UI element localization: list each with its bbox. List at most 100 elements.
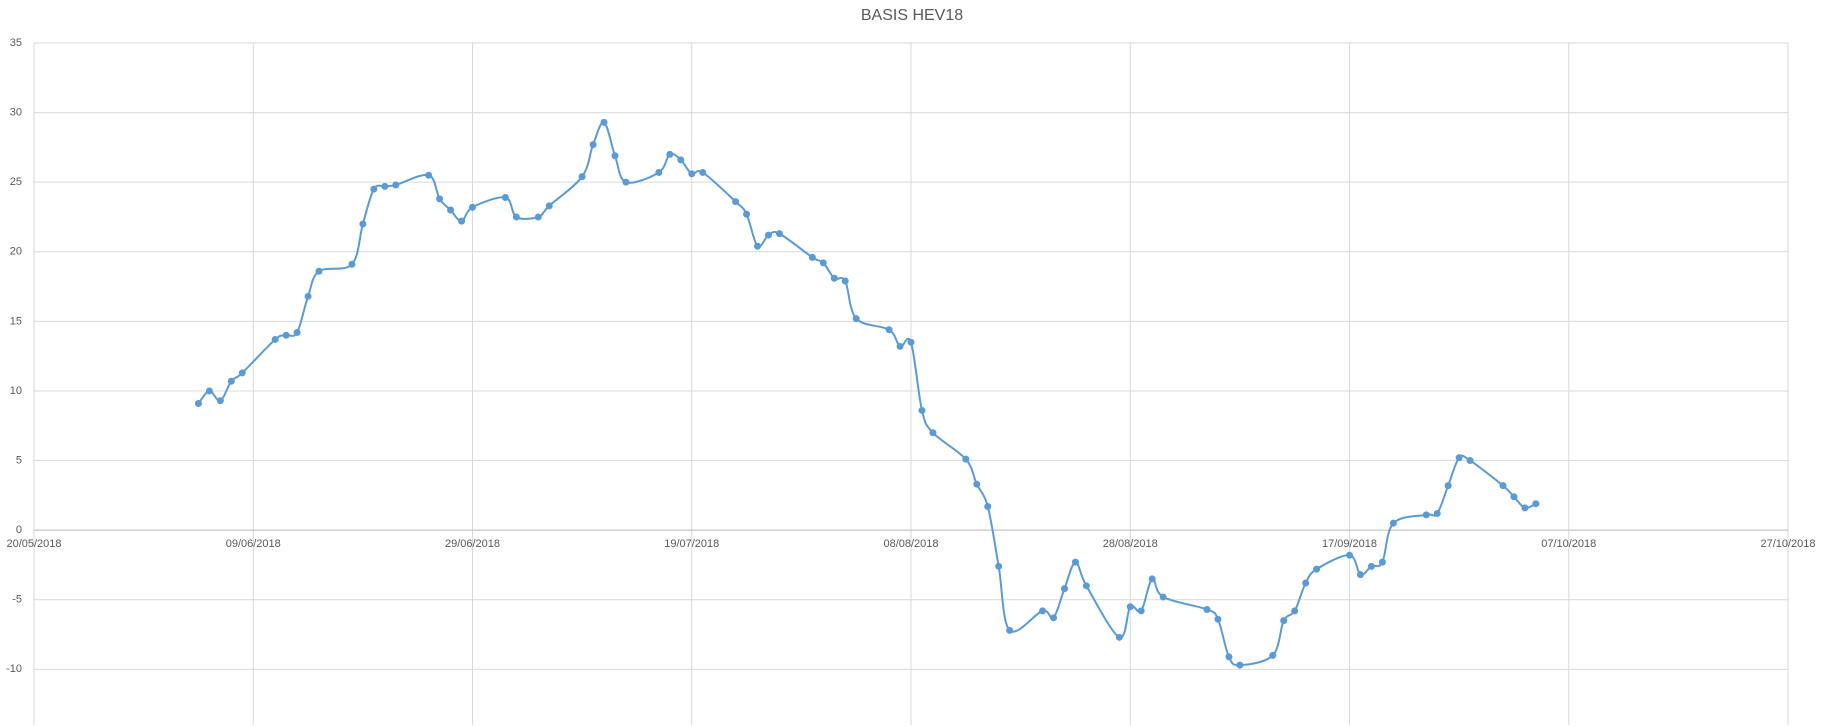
data-point: [611, 152, 619, 160]
data-point: [929, 429, 937, 437]
data-point: [370, 185, 378, 193]
data-point: [205, 387, 213, 395]
data-point: [578, 173, 586, 181]
data-point: [1455, 454, 1463, 462]
data-point: [469, 203, 476, 211]
data-point: [918, 406, 926, 414]
data-point: [512, 213, 520, 221]
data-point: [1060, 585, 1068, 593]
data-point: [1313, 565, 1321, 573]
data-point: [852, 315, 860, 323]
x-tick-label: 17/09/2018: [1322, 538, 1377, 550]
data-point: [775, 230, 783, 238]
data-point: [808, 253, 816, 261]
data-point: [1433, 509, 1441, 517]
data-point: [1291, 607, 1299, 615]
y-tick-label: 35: [10, 37, 22, 49]
y-tick-label: 30: [10, 106, 22, 118]
data-point: [1126, 603, 1134, 611]
data-point: [1422, 511, 1430, 519]
data-point: [1510, 493, 1518, 501]
data-point: [1115, 633, 1123, 641]
data-point: [501, 193, 509, 201]
data-point: [1280, 617, 1288, 625]
x-tick-label: 20/05/2018: [6, 538, 61, 550]
data-point: [1499, 482, 1507, 490]
data-point: [1148, 575, 1156, 583]
data-point: [962, 455, 970, 463]
y-tick-label: 5: [16, 454, 22, 466]
data-point: [282, 331, 290, 339]
data-point: [315, 267, 323, 275]
data-point: [304, 292, 312, 300]
y-tick-label: -10: [6, 663, 22, 675]
data-point: [1039, 607, 1047, 615]
data-point: [359, 220, 367, 228]
data-point: [1444, 482, 1452, 490]
data-point: [534, 213, 542, 221]
data-point: [841, 277, 849, 285]
data-point: [348, 260, 356, 268]
data-point: [589, 141, 597, 149]
data-point: [830, 274, 838, 282]
data-point: [1225, 653, 1233, 661]
data-point: [1159, 593, 1167, 601]
data-point: [271, 335, 279, 343]
data-point: [194, 399, 202, 407]
data-point: [1203, 605, 1211, 613]
data-point: [995, 562, 1003, 570]
data-point: [1346, 551, 1353, 559]
data-point: [1302, 579, 1310, 587]
data-point: [896, 342, 904, 350]
x-tick-label: 07/10/2018: [1541, 538, 1596, 550]
data-point: [732, 198, 740, 206]
data-point: [227, 377, 235, 385]
data-point: [699, 168, 707, 176]
data-point: [238, 369, 246, 377]
data-point: [1532, 500, 1540, 508]
data-point: [764, 231, 772, 239]
x-tick-label: 28/08/2018: [1103, 538, 1158, 550]
data-point: [1269, 651, 1277, 659]
data-point: [1214, 615, 1222, 623]
data-point: [885, 326, 893, 334]
data-point: [447, 206, 455, 214]
data-point: [743, 210, 751, 218]
data-point: [1521, 504, 1529, 512]
x-tick-label: 29/06/2018: [445, 538, 500, 550]
y-tick-label: 15: [10, 315, 22, 327]
y-tick-label: 25: [10, 176, 22, 188]
x-tick-label: 09/06/2018: [226, 538, 281, 550]
chart-title: BASIS HEV18: [861, 7, 963, 24]
x-tick-label: 27/10/2018: [1760, 538, 1815, 550]
data-point: [436, 195, 444, 203]
data-point: [600, 118, 608, 126]
data-point: [666, 150, 674, 158]
series-line: [197, 121, 1537, 667]
data-point: [907, 338, 915, 346]
data-point: [1071, 558, 1079, 566]
data-point: [381, 182, 389, 190]
data-point: [1236, 661, 1244, 669]
data-point: [754, 242, 762, 250]
y-tick-label: 0: [16, 524, 22, 536]
data-point: [293, 329, 301, 337]
data-point: [1356, 571, 1364, 579]
data-point: [1367, 562, 1375, 570]
y-tick-label: -5: [12, 594, 22, 606]
x-tick-label: 08/08/2018: [883, 538, 938, 550]
data-point: [622, 178, 630, 186]
data-point: [1137, 607, 1145, 615]
data-point: [973, 480, 981, 488]
data-point: [1389, 519, 1397, 527]
data-point: [1082, 582, 1090, 590]
data-point: [1466, 457, 1474, 465]
data-point: [1378, 558, 1386, 566]
data-point: [545, 202, 553, 210]
data-point: [425, 171, 433, 179]
data-point: [677, 156, 685, 164]
data-point: [216, 397, 224, 405]
data-point: [655, 168, 663, 176]
data-point: [458, 217, 466, 225]
